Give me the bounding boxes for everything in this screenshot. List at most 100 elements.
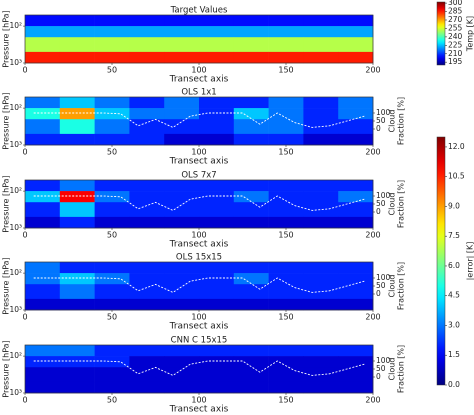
- heatmap-cell: [233, 97, 269, 109]
- heatmap-cell: [268, 216, 304, 229]
- heatmap-cell: [233, 356, 269, 368]
- heatmap-cell: [129, 37, 165, 53]
- heatmap-cell: [129, 381, 165, 394]
- heatmap-cell: [129, 284, 165, 300]
- heatmap-cell: [268, 273, 304, 285]
- cloud-fraction-line: [33, 277, 365, 293]
- heatmap-cell: [59, 356, 95, 368]
- heatmap-cell: [338, 133, 374, 146]
- heatmap-cell: [303, 216, 339, 229]
- heatmap-cell: [303, 180, 339, 192]
- heatmap-cell: [338, 37, 374, 53]
- x-tick-label: 50: [107, 231, 117, 240]
- heatmap-cell: [233, 180, 269, 192]
- heatmap-cell: [59, 367, 95, 383]
- heatmap-cell: [59, 108, 95, 120]
- heatmap-cell: [164, 180, 200, 192]
- heatmap-cell: [25, 26, 61, 38]
- heatmap-cell: [303, 133, 339, 146]
- heatmap-cell: [233, 37, 269, 53]
- heatmap-cell: [59, 298, 95, 311]
- y2-axis-label: Fraction [%]: [397, 262, 406, 310]
- heatmap-cell: [59, 26, 95, 38]
- heatmap-cell: [94, 216, 130, 229]
- heatmap-cell: [164, 273, 200, 285]
- cloud-fraction-line: [33, 195, 365, 211]
- x-tick-label: 0: [22, 231, 27, 240]
- x-tick-label: 50: [107, 66, 117, 75]
- x-tick-label: 150: [278, 313, 293, 322]
- x-tick-label: 100: [191, 148, 206, 157]
- heatmap-cell: [129, 97, 165, 109]
- heatmap-cell: [268, 262, 304, 274]
- x-tick-label: 0: [22, 148, 27, 157]
- y2-tick-label: 50: [376, 364, 386, 373]
- heatmap-cell: [199, 356, 235, 368]
- y2-tick-label: 100: [376, 356, 391, 365]
- heatmap-cell: [59, 262, 95, 274]
- heatmap-cell: [25, 356, 61, 368]
- heatmap-cell: [129, 133, 165, 146]
- x-axis-label: Transect axis: [169, 322, 229, 332]
- heatmap-cell: [129, 180, 165, 192]
- y2-axis-label: Cloud: [388, 193, 397, 216]
- x-tick-label: 150: [278, 148, 293, 157]
- heatmap-cell: [199, 119, 235, 135]
- heatmap-cell: [233, 367, 269, 383]
- y-tick-label: 10²: [9, 21, 22, 30]
- y-tick-label: 10³: [9, 140, 22, 149]
- y-tick-label: 10³: [9, 305, 22, 314]
- heatmap-cell: [164, 345, 200, 357]
- heatmap-cell: [25, 119, 61, 135]
- panel-title: OLS 1x1: [181, 88, 216, 98]
- heatmap-cell: [233, 15, 269, 27]
- x-tick-label: 100: [191, 66, 206, 75]
- heatmap-cell: [303, 119, 339, 135]
- heatmap-cell: [268, 367, 304, 383]
- x-axis-label: Transect axis: [169, 157, 229, 167]
- colorbar-label: Temp [K]: [466, 16, 474, 52]
- heatmap-cell: [129, 119, 165, 135]
- heatmap-cell: [129, 216, 165, 229]
- heatmap-cell: [303, 262, 339, 274]
- heatmap-cell: [94, 51, 130, 64]
- colorbar-tick-label: 0.0: [448, 380, 460, 389]
- x-tick-label: 200: [365, 66, 380, 75]
- colorbar-tick-label: 4.5: [448, 291, 460, 300]
- heatmap-cell: [94, 133, 130, 146]
- heatmap-cell: [94, 367, 130, 383]
- heatmap-cell: [199, 367, 235, 383]
- panel-title: CNN C 15x15: [171, 336, 228, 346]
- heatmap-cell: [25, 108, 61, 120]
- heatmap-cell: [94, 97, 130, 109]
- colorbar: [436, 136, 446, 386]
- heatmap-cell: [303, 284, 339, 300]
- heatmap-cell: [303, 37, 339, 53]
- heatmap-cell: [338, 108, 374, 120]
- heatmap-cell: [233, 284, 269, 300]
- heatmap-cell: [59, 273, 95, 285]
- y-axis-label: Pressure [hPa]: [2, 257, 11, 314]
- heatmap-cell: [164, 216, 200, 229]
- heatmap-cell: [268, 202, 304, 218]
- heatmap-cell: [129, 26, 165, 38]
- heatmap-cell: [25, 298, 61, 311]
- heatmap-cell: [268, 108, 304, 120]
- heatmap-cell: [303, 381, 339, 394]
- heatmap-cell: [338, 26, 374, 38]
- colorbar-tick-label: 10.5: [448, 172, 465, 181]
- y-axis-label: Pressure [hPa]: [2, 175, 11, 232]
- heatmap-cell: [164, 37, 200, 53]
- heatmap-cell: [268, 119, 304, 135]
- y2-axis-label: Fraction [%]: [397, 345, 406, 393]
- heatmap-cell: [129, 51, 165, 64]
- heatmap-cell: [164, 191, 200, 203]
- y2-tick-label: 0: [376, 207, 381, 216]
- y-axis-label: Pressure [hPa]: [2, 92, 11, 149]
- x-tick-label: 0: [22, 66, 27, 75]
- x-tick-label: 200: [365, 231, 380, 240]
- x-tick-label: 50: [107, 396, 117, 405]
- heatmap-cell: [199, 191, 235, 203]
- heatmap-cell: [199, 133, 235, 146]
- x-tick-label: 150: [278, 66, 293, 75]
